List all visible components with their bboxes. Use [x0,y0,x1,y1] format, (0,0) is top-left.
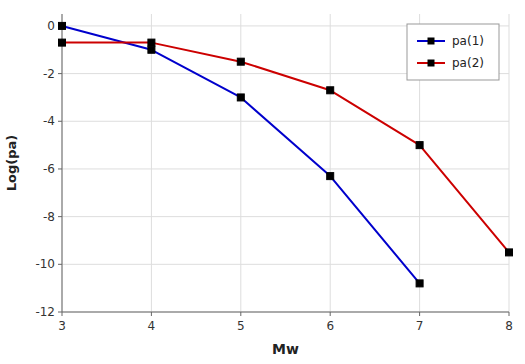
series-marker [327,87,334,94]
y-tick [58,264,62,265]
y-tick-label: -4 [43,114,55,128]
y-grid-line [62,168,509,169]
y-tick-label: -12 [35,305,55,319]
y-tick-label: 0 [47,19,55,33]
x-tick-label: 8 [505,319,513,333]
y-grid-line [62,312,509,313]
chart: 3 4 5 6 7 8 0 -2 -4 -6 -8 -10 -12 Mw Log(pa) pa(1) pa(2) [0,0,525,364]
series-marker [59,39,66,46]
y-tick [58,168,62,169]
y-tick [58,73,62,74]
y-tick [58,216,62,217]
series-marker [416,280,423,287]
series-marker [506,249,513,256]
y-grid-line [62,216,509,217]
x-axis-label: Mw [272,341,299,357]
series-marker [416,142,423,149]
series-marker [237,58,244,65]
grid [62,14,509,312]
series-marker [237,94,244,101]
x-tick [509,312,510,316]
x-tick-label: 3 [58,319,66,333]
legend-marker [428,60,435,67]
x-grid-line [62,14,63,312]
legend-label: pa(2) [452,56,484,70]
legend: pa(1) pa(2) [407,24,499,80]
y-grid-line [62,264,509,265]
series-marker [59,22,66,29]
y-tick-label: -8 [43,210,55,224]
x-tick-label: 7 [416,319,424,333]
x-grid-line [151,14,152,312]
x-tick [62,312,63,316]
x-grid-line [330,14,331,312]
legend-label: pa(1) [452,34,484,48]
x-tick [419,312,420,316]
x-axis-line [62,312,509,313]
y-tick-label: -2 [43,67,55,81]
y-tick [58,121,62,122]
legend-box [407,24,499,80]
series-marker [148,46,155,53]
x-grid-line [509,14,510,312]
series-marker [327,173,334,180]
data [59,22,513,286]
y-grid-line [62,121,509,122]
legend-marker [428,38,435,45]
x-tick [151,312,152,316]
x-tick-label: 5 [237,319,245,333]
series-line [62,26,420,283]
series-marker [148,39,155,46]
y-tick [58,312,62,313]
y-tick-label: -6 [43,162,55,176]
x-tick [240,312,241,316]
x-tick-label: 6 [326,319,334,333]
y-axis-label: Log(pa) [4,135,19,191]
y-axis-line [62,14,63,312]
ticks: 3 4 5 6 7 8 0 -2 -4 -6 -8 -10 -12 [35,19,512,333]
x-tick-label: 4 [148,319,156,333]
x-tick [330,312,331,316]
y-tick-label: -10 [35,257,55,271]
